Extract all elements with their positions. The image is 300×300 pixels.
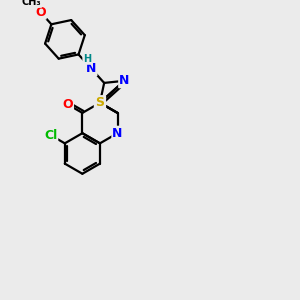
- Text: Cl: Cl: [44, 129, 57, 142]
- Text: CH₃: CH₃: [22, 0, 41, 7]
- Text: N: N: [119, 74, 130, 87]
- Text: O: O: [35, 6, 46, 19]
- Text: N: N: [86, 62, 97, 75]
- Text: H: H: [83, 54, 91, 64]
- Text: N: N: [112, 127, 123, 140]
- Text: O: O: [62, 98, 73, 111]
- Text: N: N: [95, 96, 105, 109]
- Text: S: S: [95, 96, 104, 109]
